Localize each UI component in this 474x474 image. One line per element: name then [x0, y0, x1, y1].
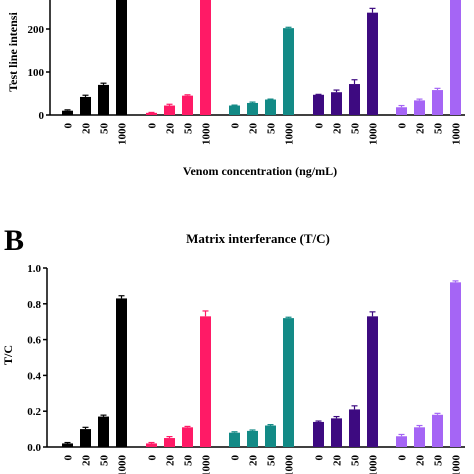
- panel-b-plot-area: 0.0 0.2 0.4 0.6 0.8 1.0 0 20 50 1000 0 20 50 1000 0 20 5…: [27, 263, 465, 474]
- panel-a-bar: [116, 0, 127, 115]
- panel-b-x-category-label: 50: [266, 455, 278, 467]
- panel-b-bar: [164, 438, 175, 447]
- panel-b-x-category-label: 50: [350, 455, 362, 467]
- panel-a-bar: [200, 0, 211, 115]
- panel-a-bar: [146, 112, 157, 115]
- panel-b-x-category-label: 50: [183, 455, 195, 467]
- panel-b-bar: [450, 282, 461, 447]
- panel-a-bar: [80, 96, 91, 115]
- panel-a-bar: [62, 110, 73, 115]
- panel-b-x-category-label: 20: [81, 455, 93, 467]
- panel-a-x-category-label: 20: [81, 123, 93, 135]
- panel-b-x-category-label: 1000: [117, 455, 129, 474]
- panel-b-title: Matrix interferance (T/C): [186, 231, 330, 246]
- panel-b-x-category-label: 50: [99, 455, 111, 467]
- panel-a-chart: Test line intensi Venom concentration (n…: [6, 0, 465, 178]
- panel-b-y-tick-label: 0.2: [27, 406, 41, 418]
- panel-b-x-category-label: 20: [415, 455, 427, 467]
- panel-a-bar: [265, 99, 276, 115]
- panel-b-bar: [80, 429, 91, 447]
- panel-a-bar: [182, 95, 193, 115]
- panel-b-bar: [98, 416, 109, 447]
- panel-a-x-category-label: 50: [433, 123, 445, 135]
- panel-a-x-category-label: 0: [314, 123, 326, 129]
- panel-b-bar: [432, 414, 443, 447]
- panel-a-x-category-label: 20: [332, 123, 344, 135]
- panel-b-bar: [313, 421, 324, 447]
- panel-a-bar: [349, 84, 360, 115]
- panel-a-y-tick-label: 200: [28, 24, 45, 36]
- panel-a-bar: [229, 105, 240, 115]
- panel-a-x-category-label: 50: [350, 123, 362, 135]
- panel-b-x-category-label: 1000: [368, 455, 380, 474]
- panel-a-bar: [450, 0, 461, 115]
- panel-b-y-tick-label: 1.0: [27, 263, 41, 275]
- panel-b-bar: [283, 318, 294, 447]
- panel-b-y-tick-label: 0.6: [27, 335, 41, 347]
- panel-b-x-category-label: 50: [433, 455, 445, 467]
- panel-b-x-category-label: 20: [165, 455, 177, 467]
- panel-b-y-tick-label: 0.0: [27, 442, 41, 454]
- panel-a-x-category-label: 1000: [451, 123, 463, 146]
- panel-b-x-category-label: 1000: [201, 455, 213, 474]
- panel-b-bar: [146, 443, 157, 447]
- panel-a-x-category-label: 50: [99, 123, 111, 135]
- panel-b-bar: [349, 409, 360, 447]
- panel-a-bar: [313, 94, 324, 115]
- panel-b-x-category-label: 0: [147, 455, 159, 461]
- panel-b-x-category-label: 0: [314, 455, 326, 461]
- panel-b-bar: [414, 427, 425, 447]
- panel-b-bar: [116, 298, 127, 447]
- panel-a-x-category-label: 0: [147, 123, 159, 129]
- panel-b-bar: [229, 432, 240, 447]
- panel-b-bar: [182, 427, 193, 447]
- panel-a-y-tick-label: 0: [39, 110, 45, 122]
- panel-a-bar: [247, 102, 258, 115]
- panel-b-x-category-label: 0: [397, 455, 409, 461]
- panel-a-x-category-label: 0: [230, 123, 242, 129]
- panel-a-bar: [283, 28, 294, 115]
- panel-a-x-category-label: 0: [63, 123, 75, 129]
- panel-a-x-category-label: 50: [183, 123, 195, 135]
- panel-b-x-category-label: 1000: [451, 455, 463, 474]
- panel-a-bar: [432, 90, 443, 115]
- panel-a-y-tick-label: 100: [28, 67, 45, 79]
- panel-a-y-axis-label: Test line intensi: [6, 12, 20, 92]
- panel-b-x-category-label: 0: [230, 455, 242, 461]
- panel-b-x-category-label: 0: [63, 455, 75, 461]
- panel-b-x-category-label: 1000: [284, 455, 296, 474]
- panel-a-x-axis-label: Venom concentration (ng/mL): [183, 164, 337, 178]
- panel-b-bar: [62, 443, 73, 447]
- panel-a-bar: [98, 84, 109, 115]
- panel-b-y-tick-label: 0.8: [27, 299, 41, 311]
- panel-a-bar: [367, 12, 378, 115]
- panel-b-bar: [200, 316, 211, 447]
- panel-a-bar: [164, 105, 175, 115]
- panel-b-letter: B: [4, 224, 24, 257]
- panel-a-bar: [396, 107, 407, 115]
- panel-b-bar: [367, 316, 378, 447]
- panel-b-bar: [396, 436, 407, 447]
- panel-a-x-category-label: 20: [165, 123, 177, 135]
- panel-a-x-category-label: 1000: [284, 123, 296, 146]
- panel-b-bar: [247, 430, 258, 447]
- panel-a-x-category-label: 20: [415, 123, 427, 135]
- panel-b-y-tick-label: 0.4: [27, 370, 41, 382]
- panel-a-x-category-label: 50: [266, 123, 278, 135]
- panel-b-x-category-label: 20: [248, 455, 260, 467]
- panel-a-bar: [331, 92, 342, 115]
- panel-a-x-category-label: 1000: [201, 123, 213, 146]
- panel-a-x-category-label: 0: [397, 123, 409, 129]
- panel-a-x-category-label: 1000: [117, 123, 129, 146]
- panel-b-chart: B Matrix interferance (T/C) T/C 0.00.20.…: [1, 224, 465, 474]
- panel-b-x-category-label: 20: [332, 455, 344, 467]
- panel-b-bar: [331, 418, 342, 447]
- panel-b-bar: [265, 425, 276, 447]
- panel-a-x-category-label: 1000: [368, 123, 380, 146]
- panel-a-bar: [414, 100, 425, 115]
- panel-a-x-category-label: 20: [248, 123, 260, 135]
- panel-b-y-axis-label: T/C: [1, 345, 15, 365]
